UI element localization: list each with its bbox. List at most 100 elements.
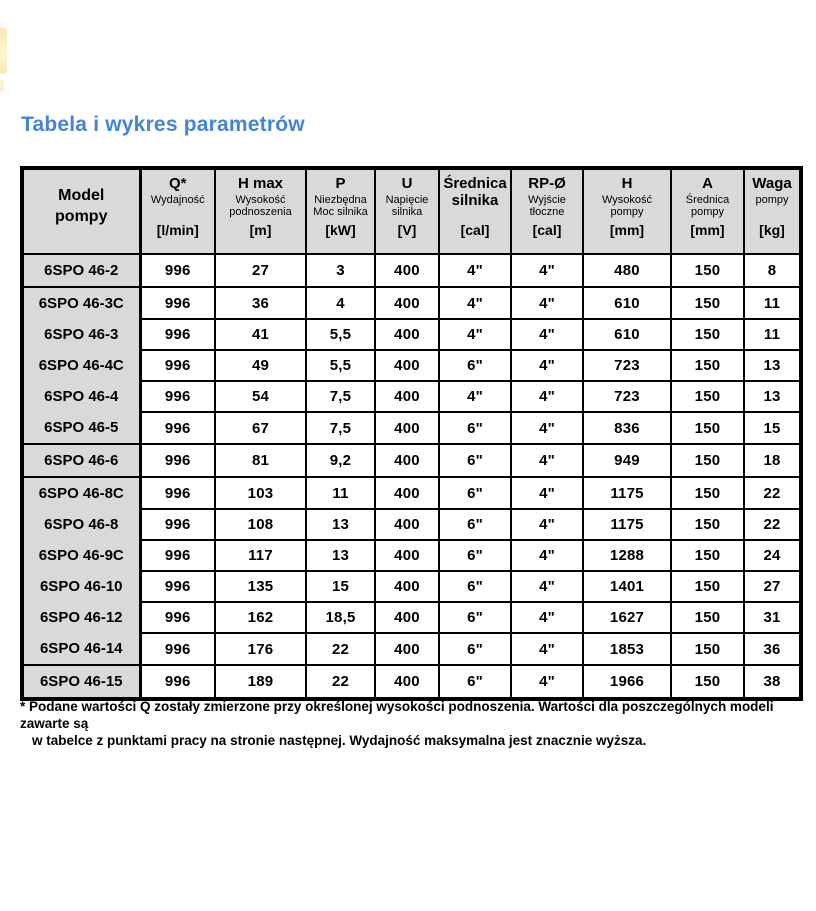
value-cell: 996 (139, 349, 216, 382)
value-cell: 400 (374, 349, 440, 382)
value-cell: 189 (214, 664, 307, 700)
value-cell: 11 (305, 476, 376, 510)
value-cell: 4" (510, 601, 584, 634)
value-cell: 31 (743, 601, 802, 634)
table-row: 6SPO 46-8 996 108 13 400 6" 4" 1175 150 22 (21, 508, 802, 541)
value-cell: 400 (374, 664, 440, 700)
value-cell: 150 (670, 380, 745, 413)
column-header-rp: RP-Ø Wyjście tłoczne [cal] (510, 167, 584, 255)
value-cell: 11 (743, 286, 802, 320)
value-cell: 81 (214, 443, 307, 478)
header-unit-p: [kW] (325, 222, 356, 238)
value-cell: 150 (670, 318, 745, 351)
value-cell: 723 (582, 380, 672, 413)
value-cell: 400 (374, 286, 440, 320)
value-cell: 6" (438, 539, 512, 572)
value-cell: 150 (670, 253, 745, 288)
value-cell: 4" (510, 539, 584, 572)
value-cell: 4" (510, 664, 584, 700)
column-header-q: Q* Wydajność [l/min] (139, 167, 216, 255)
value-cell: 1853 (582, 632, 672, 666)
value-cell: 4" (510, 349, 584, 382)
value-cell: 836 (582, 411, 672, 445)
value-cell: 6" (438, 508, 512, 541)
value-cell: 996 (139, 539, 216, 572)
value-cell: 996 (139, 253, 216, 288)
value-cell: 996 (139, 318, 216, 351)
value-cell: 4" (510, 443, 584, 478)
value-cell: 480 (582, 253, 672, 288)
column-header-srednica-silnika: Średnica silnika [cal] (438, 167, 512, 255)
header-unit-h: [mm] (609, 222, 645, 238)
value-cell: 4" (438, 380, 512, 413)
table-row: 6SPO 46-6 996 81 9,2 400 6" 4" 949 150 18 (21, 443, 802, 478)
value-cell: 6" (438, 632, 512, 666)
value-cell: 13 (305, 508, 376, 541)
header-title-hmax: H max (237, 175, 284, 192)
value-cell: 150 (670, 539, 745, 572)
header-sub-hmax: Wysokość podnoszenia (229, 193, 292, 219)
column-header-waga: Waga pompy [kg] (743, 167, 802, 255)
logo-fragment-yellow (0, 28, 7, 74)
value-cell: 996 (139, 286, 216, 320)
value-cell: 54 (214, 380, 307, 413)
value-cell: 15 (305, 570, 376, 603)
header-unit-a: [mm] (690, 222, 725, 238)
value-cell: 24 (743, 539, 802, 572)
value-cell: 7,5 (305, 380, 376, 413)
value-cell: 1175 (582, 508, 672, 541)
header-row: Model pompy Q* Wydajność [l/min] H max Wysoko… (21, 167, 802, 255)
value-cell: 6" (438, 476, 512, 510)
header-sub-waga: pompy (755, 193, 789, 206)
value-cell: 13 (305, 539, 376, 572)
header-title-srednica-silnika: Średnica silnika (443, 175, 507, 209)
model-cell: 6SPO 46-15 (21, 665, 142, 700)
table-row: 6SPO 46-15 996 189 22 400 6" 4" 1966 150 38 (21, 664, 802, 700)
table-row: 6SPO 46-2 996 27 3 400 4" 4" 480 150 8 (21, 253, 802, 288)
value-cell: 1401 (582, 570, 672, 603)
logo-fragment-yellow-small (0, 80, 4, 92)
value-cell: 996 (139, 570, 216, 603)
value-cell: 13 (743, 380, 802, 413)
value-cell: 3 (305, 253, 376, 288)
value-cell: 6" (438, 349, 512, 382)
header-title-p: P (335, 175, 346, 192)
table-row: 6SPO 46-12 996 162 18,5 400 6" 4" 1627 150 31 (21, 601, 802, 634)
model-cell: 6SPO 46-6 (21, 444, 142, 478)
table-row: 6SPO 46-4C 996 49 5,5 400 6" 4" 723 150 13 (21, 349, 802, 382)
value-cell: 150 (670, 349, 745, 382)
value-cell: 996 (139, 411, 216, 445)
value-cell: 18 (743, 443, 802, 478)
column-header-h: H Wysokość pompy [mm] (582, 167, 672, 255)
header-sub-p: Niezbędna Moc silnika (313, 193, 368, 219)
value-cell: 36 (743, 632, 802, 666)
column-header-p: P Niezbędna Moc silnika [kW] (305, 167, 376, 255)
value-cell: 150 (670, 476, 745, 510)
value-cell: 117 (214, 539, 307, 572)
value-cell: 22 (743, 476, 802, 510)
value-cell: 67 (214, 411, 307, 445)
parameters-table: Model pompy Q* Wydajność [l/min] H max Wysoko… (20, 166, 803, 701)
header-unit-srednica-silnika: [cal] (460, 222, 490, 238)
column-header-model: Model pompy (21, 167, 142, 255)
value-cell: 7,5 (305, 411, 376, 445)
table-row: 6SPO 46-5 996 67 7,5 400 6" 4" 836 150 15 (21, 411, 802, 445)
value-cell: 36 (214, 286, 307, 320)
value-cell: 5,5 (305, 349, 376, 382)
value-cell: 400 (374, 539, 440, 572)
header-unit-rp: [cal] (532, 222, 562, 238)
value-cell: 150 (670, 664, 745, 700)
value-cell: 4" (510, 476, 584, 510)
value-cell: 996 (139, 508, 216, 541)
value-cell: 4" (510, 632, 584, 666)
value-cell: 610 (582, 318, 672, 351)
value-cell: 4" (510, 286, 584, 320)
value-cell: 150 (670, 443, 745, 478)
column-header-hmax: H max Wysokość podnoszenia [m] (214, 167, 307, 255)
header-unit-u: [V] (397, 222, 417, 238)
value-cell: 108 (214, 508, 307, 541)
header-title-waga: Waga (752, 175, 792, 192)
value-cell: 949 (582, 443, 672, 478)
value-cell: 400 (374, 253, 440, 288)
value-cell: 4" (510, 380, 584, 413)
